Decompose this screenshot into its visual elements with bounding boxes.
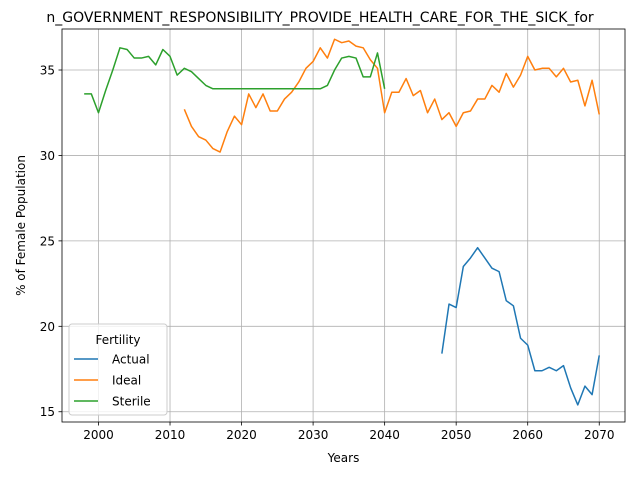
x-axis-ticks: 2000 2010 2020 2030 2040 2050 2060 2070 xyxy=(83,422,615,442)
chart-title: n_GOVERNMENT_RESPONSIBILITY_PROVIDE_HEAL… xyxy=(46,10,594,26)
y-axis-ticks: 15 20 25 30 35 xyxy=(40,64,62,419)
legend-label-actual: Actual xyxy=(112,353,150,367)
y-tick-label: 15 xyxy=(40,405,55,419)
y-tick-label: 35 xyxy=(40,64,55,78)
x-tick-label: 2070 xyxy=(584,428,615,442)
y-tick-label: 20 xyxy=(40,320,55,334)
series-line-sterile xyxy=(84,47,386,114)
y-axis-label: % of Female Population xyxy=(14,155,28,296)
x-tick-label: 2040 xyxy=(369,428,400,442)
x-axis-label: Years xyxy=(327,451,360,465)
legend-label-sterile: Sterile xyxy=(112,395,151,409)
x-tick-label: 2000 xyxy=(83,428,114,442)
series-line-actual xyxy=(441,246,600,406)
y-tick-label: 30 xyxy=(40,149,55,163)
x-tick-label: 2010 xyxy=(155,428,186,442)
series-line-ideal xyxy=(183,38,600,153)
x-tick-label: 2050 xyxy=(441,428,472,442)
legend-title: Fertility xyxy=(95,333,140,347)
x-tick-label: 2020 xyxy=(226,428,257,442)
legend: Fertility Actual Ideal Sterile xyxy=(68,323,168,416)
legend-entries: Actual Ideal Sterile xyxy=(74,353,151,409)
x-tick-label: 2060 xyxy=(512,428,543,442)
legend-label-ideal: Ideal xyxy=(112,374,141,388)
x-tick-label: 2030 xyxy=(298,428,329,442)
series-group xyxy=(84,38,600,406)
plot-area-frame xyxy=(61,28,626,423)
legend-box xyxy=(68,323,168,416)
y-tick-label: 25 xyxy=(40,234,55,248)
